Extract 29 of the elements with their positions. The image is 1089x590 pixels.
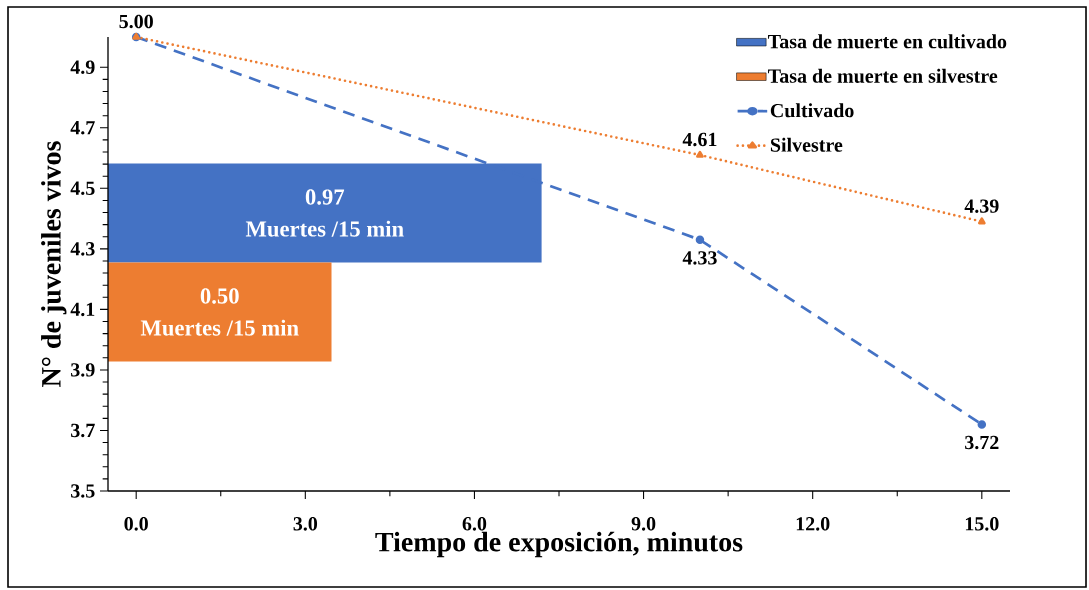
y-tick-label: 3.7 [71,423,95,438]
y-tick-label: 4.3 [70,242,95,256]
y-tick-label: 4.9 [70,60,95,75]
y-tick-label: 3.9 [71,363,95,377]
data-label: 5.00 [119,14,153,29]
y-tick-label: 4.1 [70,302,95,317]
data-label: 4.39 [964,199,999,213]
x-tick-label: 3.0 [293,517,318,531]
y-tick-label: 4.7 [70,121,95,135]
data-label: 3.72 [965,435,999,450]
y-tick-label: 3.5 [71,484,95,498]
x-tick-label: 6.0 [462,517,487,531]
x-tick-label: 0.0 [124,517,148,531]
x-tick-label: 15.0 [965,517,999,531]
x-tick-label: 12.0 [796,517,830,531]
legend-label: Tasa de muerte en silvestre [768,68,998,83]
data-label: 4.61 [682,132,717,147]
annotation: Muertes /15 min [245,220,404,237]
x-axis-title: Tiempo de exposición, minutos [375,531,743,558]
text: Tasa de muerte en cultivado [768,34,1007,49]
annotation: Muertes /15 min [140,319,299,336]
data-label: 0.50 [200,288,239,304]
legend-label: Silvestre [770,137,843,152]
x-tick-label: 9.0 [631,517,656,531]
data-label: 0.97 [305,189,345,205]
y-axis-title: N° de juveniles vivos [41,141,67,387]
y-tick-label: 4.5 [70,181,95,196]
legend-label: Cultivado [770,103,854,118]
data-label: 4.33 [682,251,717,265]
